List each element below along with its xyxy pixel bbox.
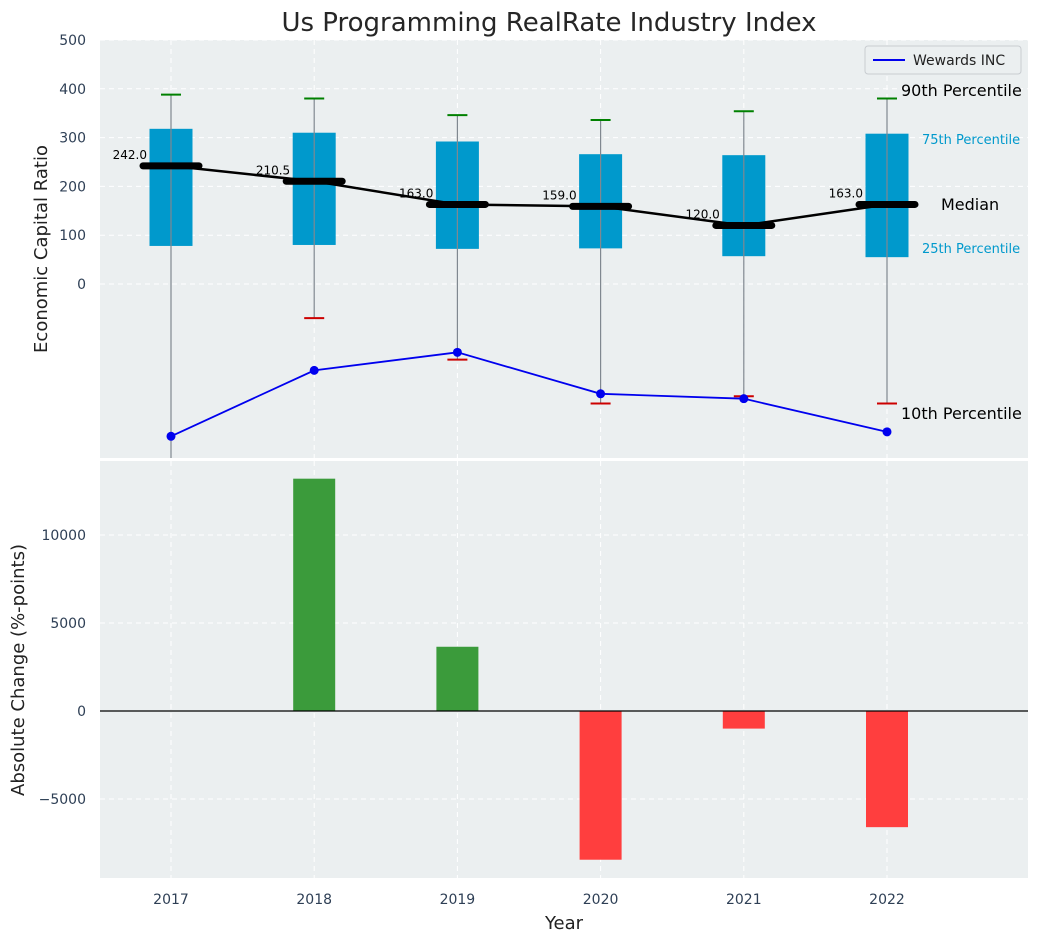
x-tick-label-2020: 2020 <box>583 892 619 908</box>
median-label-2019: 163.0 <box>399 186 433 200</box>
series-point-2018 <box>309 365 319 375</box>
x-tick-label-2017: 2017 <box>153 892 189 908</box>
x-tick-label-2019: 2019 <box>440 892 476 908</box>
bar-2019 <box>436 646 479 711</box>
legend[interactable]: Wewards INC <box>864 45 1022 75</box>
percentile-annotations: 90th Percentile 75th Percentile Median 25th… <box>901 81 1022 423</box>
series-wewards-inc <box>166 347 892 441</box>
series-point-2017 <box>166 431 176 441</box>
median-line: 242.0 210.5 163.0 159.0 120.0 163.0 <box>113 148 919 229</box>
series-point-2019 <box>452 347 462 357</box>
annotation-p75: 75th Percentile <box>922 133 1020 148</box>
top-y-tick-label: 100 <box>59 228 86 244</box>
bottom-panel: −5000 0 5000 10000 2017 2018 2019 2020 2021 2022… <box>8 461 1028 934</box>
annotation-p25: 25th Percentile <box>922 242 1020 257</box>
chart-title: Us Programming RealRate Industry Index <box>281 8 816 38</box>
top-y-tick-label: 0 <box>77 277 86 293</box>
median-label-2021: 120.0 <box>685 207 719 221</box>
top-y-tick-label: 200 <box>59 179 86 195</box>
series-point-2020 <box>596 389 606 399</box>
median-label-2020: 159.0 <box>542 188 576 202</box>
series-point-2021 <box>739 394 749 404</box>
legend-label-wewards-inc: Wewards INC <box>913 53 1005 69</box>
bottom-y-tick-label: −5000 <box>39 792 86 808</box>
bar-2018 <box>293 478 336 711</box>
bar-2020 <box>579 711 622 860</box>
legend-box <box>864 45 1022 75</box>
top-y-tick-label: 300 <box>59 131 86 147</box>
x-tick-label-2021: 2021 <box>726 892 762 908</box>
bottom-y-tick-label: 0 <box>77 704 86 720</box>
bottom-y-tick-label: 10000 <box>41 528 86 544</box>
median-label-2018: 210.5 <box>256 163 290 177</box>
bottom-y-tick-labels: −5000 0 5000 10000 <box>39 528 86 808</box>
bottom-y-axis-label: Absolute Change (%-points) <box>8 544 29 796</box>
bar-2022 <box>866 711 908 828</box>
x-tick-labels: 2017 2018 2019 2020 2021 2022 <box>153 892 905 908</box>
annotation-p90: 90th Percentile <box>901 81 1022 100</box>
x-axis-label: Year <box>544 913 584 934</box>
top-y-tick-labels: 0 100 200 300 400 500 <box>59 33 86 293</box>
bar-2021 <box>722 711 765 729</box>
percentile-boxes <box>149 93 909 458</box>
top-y-tick-label: 500 <box>59 33 86 49</box>
annotation-median: Median <box>941 195 999 214</box>
x-tick-label-2018: 2018 <box>296 892 332 908</box>
annotation-p10: 10th Percentile <box>901 404 1022 423</box>
top-y-axis-label: Economic Capital Ratio <box>31 145 52 353</box>
series-point-2022 <box>882 427 892 437</box>
series-line <box>170 351 888 438</box>
bottom-y-tick-label: 5000 <box>50 616 86 632</box>
median-label-2017: 242.0 <box>113 148 147 162</box>
median-label-2022: 163.0 <box>829 186 863 200</box>
top-panel: 242.0 210.5 163.0 159.0 120.0 163.0 90th Perc… <box>31 33 1028 458</box>
top-y-tick-label: 400 <box>59 82 86 98</box>
change-bars <box>100 478 1028 860</box>
x-tick-label-2022: 2022 <box>869 892 905 908</box>
